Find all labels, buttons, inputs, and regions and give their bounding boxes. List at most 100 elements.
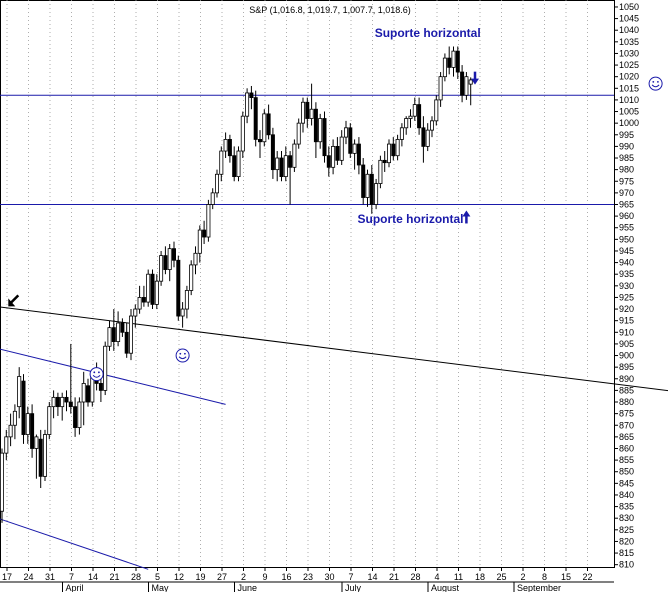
candle-body-up: [206, 204, 211, 238]
x-tick-label: 30: [324, 572, 334, 582]
annotation-markers: Suporte horizontal Suporte horizontal: [8, 26, 663, 382]
candle-body-up: [77, 401, 82, 428]
candle-body-up: [159, 255, 164, 282]
x-tick-label: 2: [241, 572, 246, 582]
smiley-eye: [179, 352, 182, 355]
candle-body-down: [455, 50, 460, 73]
candle-body-up: [318, 118, 323, 143]
candle-body-down: [141, 297, 146, 303]
candle-body-down: [111, 327, 116, 342]
candle-body-up: [262, 113, 267, 143]
candle-body-up: [116, 322, 121, 342]
arrow-up-icon: [462, 210, 471, 217]
candle-body-up: [399, 127, 404, 140]
candle-body-up: [464, 76, 469, 96]
x-tick-label: 21: [389, 572, 399, 582]
candle-body-down: [288, 155, 293, 168]
candle-body-up: [25, 413, 30, 435]
candle-body-down: [335, 145, 340, 161]
x-tick-label: 31: [45, 572, 55, 582]
candle-body-up: [0, 452, 4, 512]
candle-body-down: [322, 118, 327, 157]
candle-body-down: [253, 97, 258, 140]
x-tick-label: 22: [582, 572, 592, 582]
candle-body-up: [296, 122, 301, 145]
y-tick-label: 820: [619, 536, 634, 546]
candle-body-down: [171, 248, 176, 261]
y-tick-label: 930: [619, 281, 634, 291]
candle-body-up: [442, 57, 447, 78]
y-tick-label: 875: [619, 409, 634, 419]
y-tick-label: 855: [619, 455, 634, 465]
month-label: April: [66, 583, 84, 592]
candle-body-up: [404, 118, 409, 129]
candle-body-up: [51, 396, 56, 408]
y-tick-label: 845: [619, 478, 634, 488]
y-tick-label: 915: [619, 316, 634, 326]
candle-body-up: [236, 150, 241, 178]
candle-body-up: [81, 383, 86, 403]
x-tick-label: 21: [109, 572, 119, 582]
y-tick-label: 1045: [619, 14, 639, 24]
candle-body-up: [219, 150, 224, 175]
x-tick-label: 14: [367, 572, 377, 582]
x-tick-label: 7: [69, 572, 74, 582]
y-tick-label: 1020: [619, 72, 639, 82]
y-tick-label: 1035: [619, 37, 639, 47]
candle-body-up: [240, 115, 245, 152]
x-tick-label: 28: [410, 572, 420, 582]
arrow-down-left-icon: [8, 298, 16, 307]
month-label: August: [431, 583, 460, 592]
candle-body-down: [163, 255, 168, 270]
y-tick-label: 925: [619, 292, 634, 302]
candle-body-up: [300, 101, 305, 124]
candle-body-up: [184, 290, 189, 310]
candle-body-down: [417, 104, 422, 129]
x-tick-label: 2: [520, 572, 525, 582]
candle-body-up: [451, 50, 456, 68]
smiley-eye: [652, 80, 655, 83]
candle-body-down: [202, 229, 207, 238]
support-annotation: Suporte horizontal: [358, 212, 464, 226]
candle-body-down: [150, 273, 155, 305]
candle-body-down: [391, 143, 396, 157]
candle-body-up: [107, 327, 112, 347]
y-tick-label: 1005: [619, 107, 639, 117]
candle-body-up: [4, 436, 9, 454]
x-axis: 17 24 31 7 14 21 28 5 12 19 27 2 9 16 23 30 7 14 21 28 4 11 18…: [0, 567, 614, 592]
smiley-icon: [89, 367, 104, 382]
candle-body-down: [369, 173, 374, 205]
candle-body-up: [343, 127, 348, 138]
candle-body-up: [193, 252, 198, 266]
support-and-trend-lines: [0, 94, 668, 570]
x-tick-label: 17: [2, 572, 12, 582]
y-tick-label: 955: [619, 223, 634, 233]
candle-body-up: [197, 229, 202, 254]
candle-body-up: [103, 345, 108, 391]
chart-title: S&P (1,016.8, 1,019.7, 1,007.7, 1,018.6): [249, 5, 410, 15]
candlesticks: [0, 46, 473, 523]
y-tick-label: 810: [619, 560, 634, 570]
y-tick-label: 1015: [619, 83, 639, 93]
candle-body-down: [120, 322, 125, 333]
candle-body-up: [60, 396, 65, 408]
candle-body-down: [421, 127, 426, 147]
candle-body-up: [339, 136, 344, 161]
y-tick-label: 900: [619, 351, 634, 361]
candle-body-down: [73, 406, 78, 428]
x-tick-label: 28: [131, 572, 141, 582]
candle-body-down: [232, 155, 237, 178]
candle-body-up: [365, 173, 370, 198]
trend-line: [0, 348, 226, 405]
y-tick-label: 1010: [619, 95, 639, 105]
y-tick-label: 920: [619, 304, 634, 314]
smiley-mouth: [92, 374, 101, 378]
candle-body-down: [68, 401, 73, 408]
candle-body-up: [378, 159, 383, 184]
trend-line: [0, 518, 149, 570]
candle-body-up: [223, 139, 228, 152]
candle-body-down: [305, 101, 310, 119]
candle-body-up: [331, 145, 336, 168]
candle-body-down: [361, 164, 366, 198]
x-tick-label: 16: [281, 572, 291, 582]
